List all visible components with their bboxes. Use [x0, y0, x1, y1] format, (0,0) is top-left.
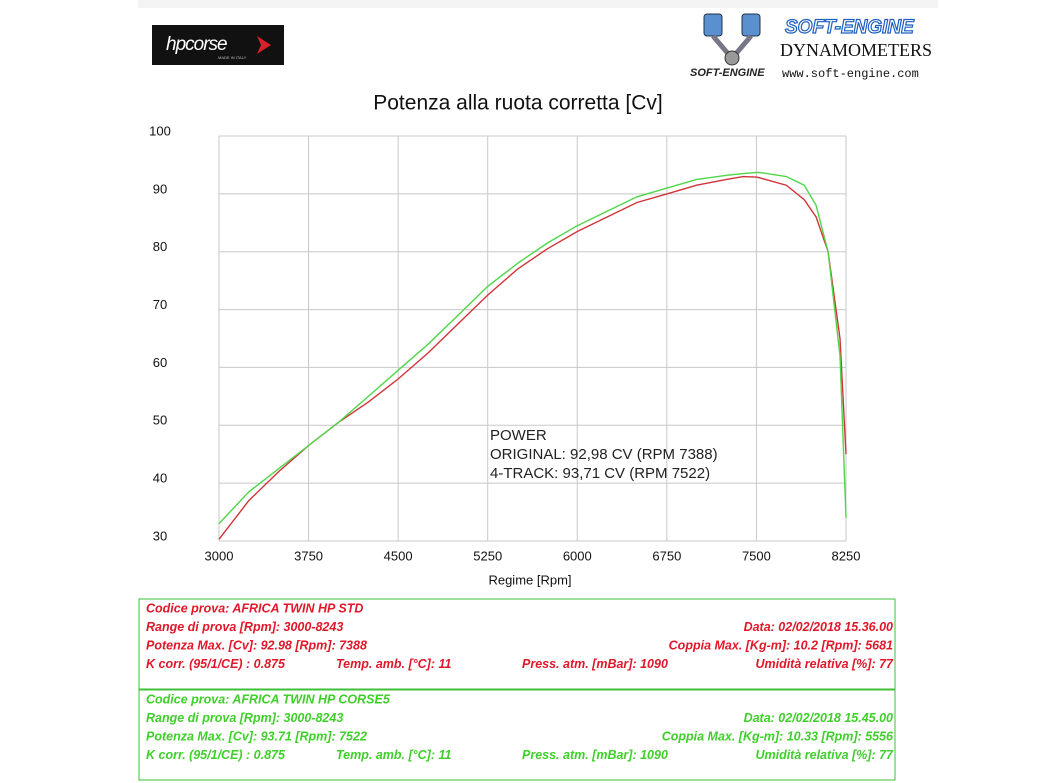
x-tick-label: 8250 [832, 548, 861, 563]
annotation: 4-TRACK: 93,71 CV (RPM 7522) [490, 465, 710, 482]
x-tick-label: 4500 [384, 548, 413, 563]
test-info: Codice prova: AFRICA TWIN HP CORSE5 [146, 692, 391, 706]
y-tick-label: 50 [153, 413, 167, 428]
top-band [138, 0, 938, 8]
test-blocks: Codice prova: AFRICA TWIN HP STD Range di… [138, 598, 896, 781]
dyno-subtitle: DYNAMOMETERS [780, 40, 932, 60]
x-axis-label: Regime [Rpm] [488, 572, 571, 587]
y-tick-label: 60 [153, 355, 167, 370]
test-info: Temp. amb. [°C]: 11 [336, 657, 451, 671]
dyno-url: www.soft-engine.com [782, 67, 919, 81]
test-info: Umidità relativa [%]: 77 [755, 657, 894, 671]
annotation: ORIGINAL: 92,98 CV (RPM 7388) [490, 446, 718, 463]
test-info: Press. atm. [mBar]: 1090 [522, 748, 668, 762]
test-info: Data: 02/02/2018 15.36.00 [744, 620, 893, 634]
test-info: Range di prova [Rpm]: 3000-8243 [146, 711, 343, 725]
test-info: K corr. (95/1/CE) : 0.875 [146, 748, 286, 762]
test-info: Data: 02/02/2018 15.45.00 [744, 711, 893, 725]
test-block-box [138, 598, 896, 690]
test-info: Press. atm. [mBar]: 1090 [522, 657, 668, 671]
dyno-logo-small: SOFT-ENGINE [690, 67, 765, 79]
x-tick-label: 6000 [563, 548, 592, 563]
test-info: Coppia Max. [Kg-m]: 10.2 [Rpm]: 5681 [669, 638, 893, 652]
dyno-logo: SOFT-ENGINE SOFT-ENGINE DYNAMOMETERS www… [690, 13, 932, 81]
x-tick-label: 6750 [652, 548, 681, 563]
logo-arrow [257, 36, 271, 54]
test-info: Potenza Max. [Cv]: 93.71 [Rpm]: 7522 [146, 729, 367, 743]
y-tick-label: 80 [153, 239, 167, 254]
series-line [218, 175, 847, 540]
y-tick-label: 40 [153, 471, 167, 486]
test-info: Range di prova [Rpm]: 3000-8243 [146, 620, 343, 634]
chart-title: Potenza alla ruota corretta [Cv] [373, 92, 662, 115]
brand-logo: hpcorse MADE IN ITALY [152, 25, 284, 65]
brand-tagline: MADE IN ITALY [218, 55, 247, 60]
y-tick-label: 70 [153, 297, 167, 312]
y-tick-label: 30 [153, 528, 167, 543]
x-tick-label: 3750 [294, 548, 323, 563]
test-block-box [138, 689, 896, 781]
piston-icon [741, 13, 761, 37]
annotation: POWER [490, 427, 547, 444]
plot: 30 40 50 60 70 80 90 100 3000 3750 4500 5250 6000 675… [149, 123, 860, 563]
x-tick-label: 7500 [742, 548, 771, 563]
test-info: Temp. amb. [°C]: 11 [336, 748, 451, 762]
dyno-logo-text: SOFT-ENGINE [785, 17, 915, 38]
piston-icon [703, 13, 723, 37]
series-line [218, 171, 847, 525]
test-info: Potenza Max. [Cv]: 92.98 [Rpm]: 7388 [146, 638, 367, 652]
y-tick-label: 90 [153, 181, 167, 196]
test-info: Codice prova: AFRICA TWIN HP STD [146, 601, 363, 615]
test-info: Umidità relativa [%]: 77 [755, 748, 894, 762]
x-tick-label: 3000 [205, 548, 234, 563]
crank-icon [724, 50, 740, 66]
brand-logo-text: hpcorse [166, 34, 227, 55]
test-info: Coppia Max. [Kg-m]: 10.33 [Rpm]: 5556 [662, 729, 894, 743]
y-tick-label: 100 [149, 123, 171, 138]
test-info: K corr. (95/1/CE) : 0.875 [146, 657, 286, 671]
x-tick-label: 5250 [473, 548, 502, 563]
